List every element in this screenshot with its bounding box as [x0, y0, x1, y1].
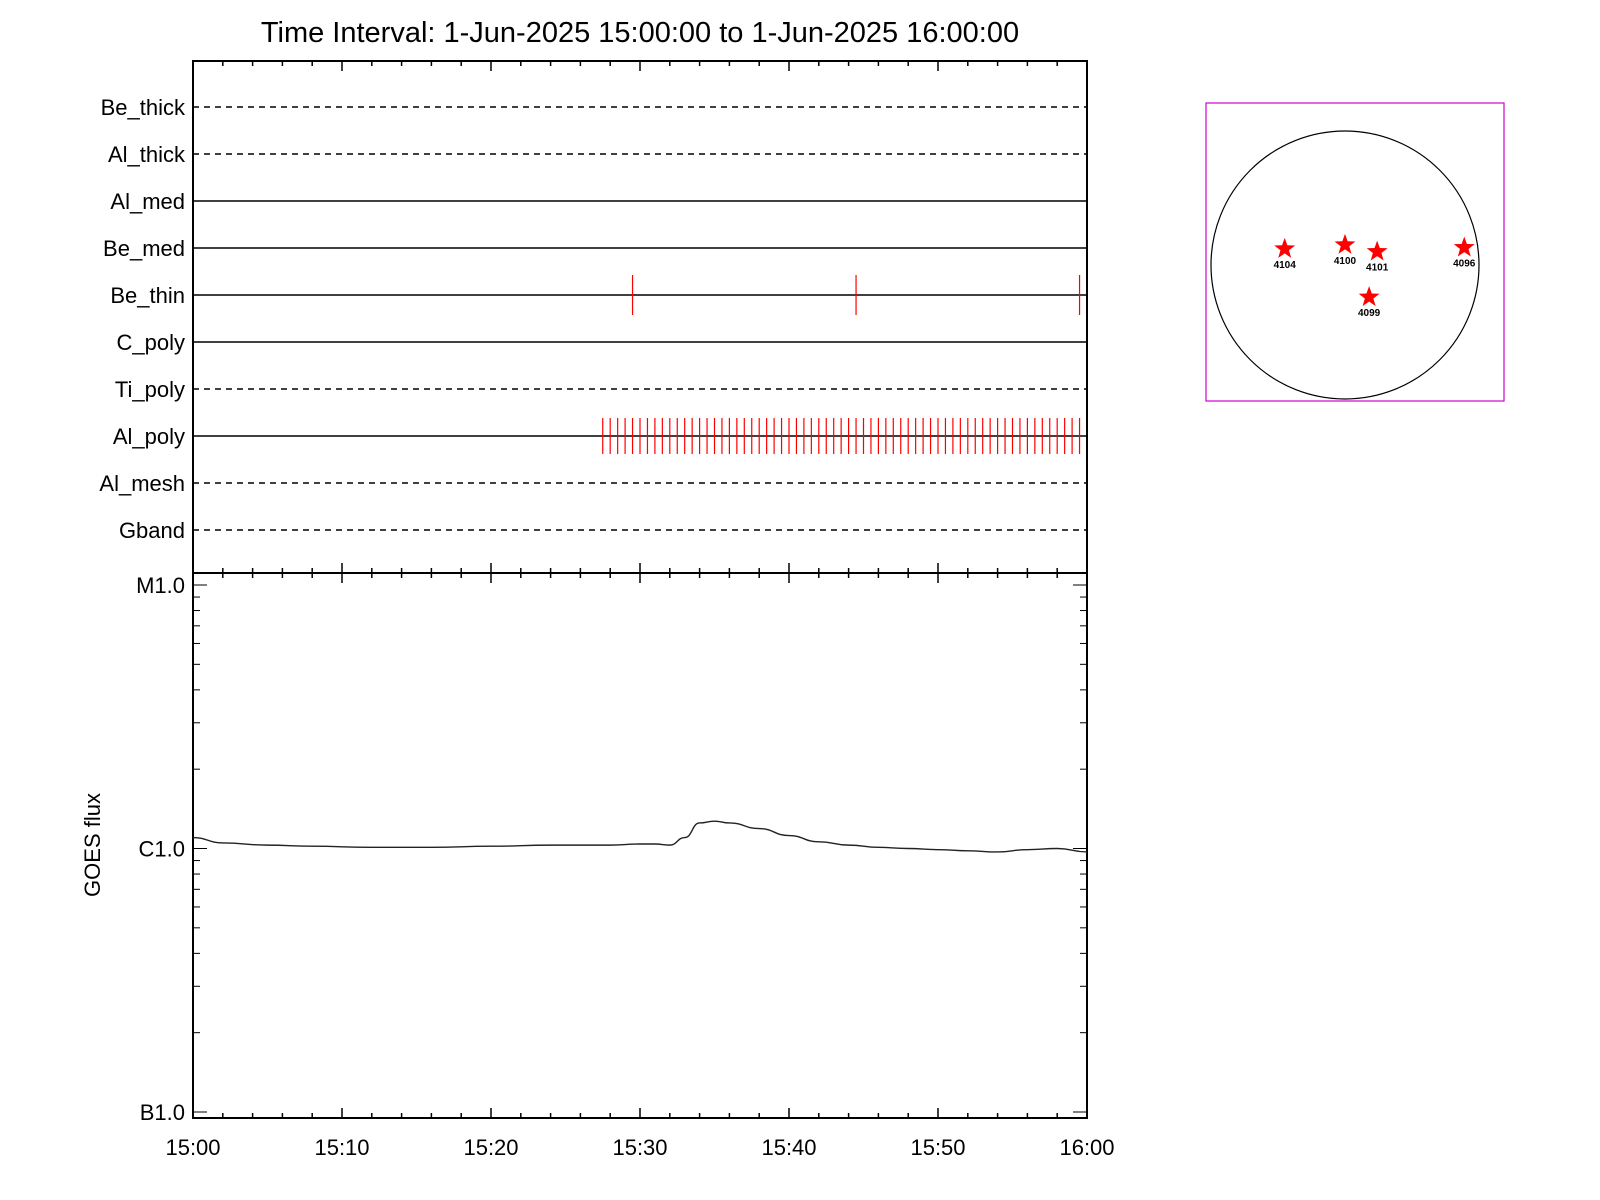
- timeline-row-label: Al_poly: [113, 424, 185, 449]
- goes-flux-series-line: [192, 820, 1088, 853]
- goes-flux-panel: M1.0 C1.0 B1.0 15:00 15:10 15:20 15:30 15:40 15:…: [80, 572, 1115, 1160]
- active-region-star: [1453, 236, 1475, 257]
- flux-frame: [192, 572, 1088, 1119]
- active-region-label: 4096: [1453, 259, 1476, 270]
- flux-x-tick-label: 15:20: [463, 1135, 518, 1160]
- flux-y-tick-label: M1.0: [136, 573, 185, 598]
- timeline-row-label: Be_thin: [110, 283, 185, 308]
- timeline-row-label: Al_med: [110, 189, 185, 214]
- active-region-label: 4101: [1366, 263, 1389, 274]
- timeline-panel: Be_thick Al_thick Al_med Be_med Be_thin C_pol…: [99, 60, 1088, 574]
- active-regions: 4104 4100 4101 4096 4099: [1274, 233, 1476, 319]
- flux-x-tick-label: 15:40: [761, 1135, 816, 1160]
- flux-x-tick-label: 15:50: [910, 1135, 965, 1160]
- plot-title: Time Interval: 1-Jun-2025 15:00:00 to 1-…: [261, 17, 1019, 49]
- active-region-star: [1334, 233, 1356, 254]
- flux-y-tick-label: B1.0: [140, 1100, 185, 1125]
- timeline-row-label: Al_thick: [108, 142, 186, 167]
- active-region-label: 4099: [1358, 308, 1381, 319]
- flux-x-tick-label: 16:00: [1059, 1135, 1114, 1160]
- flux-x-tick-label: 15:30: [612, 1135, 667, 1160]
- timeline-row-label: Ti_poly: [115, 377, 185, 402]
- flux-x-tick-label: 15:10: [314, 1135, 369, 1160]
- solar-disk-frame: [1205, 102, 1505, 402]
- active-region-label: 4104: [1274, 260, 1297, 271]
- flux-ticks: [192, 573, 1088, 1118]
- solar-disk-limb: [1210, 130, 1480, 400]
- active-region-star: [1366, 240, 1388, 261]
- timeline-row-label: Be_thick: [101, 95, 186, 120]
- flux-y-tick-label: C1.0: [139, 837, 185, 862]
- solar-disk-panel: 4104 4100 4101 4096 4099: [1205, 102, 1505, 402]
- timeline-rows: Be_thick Al_thick Al_med Be_med Be_thin C_pol…: [99, 95, 1087, 543]
- flux-labels: M1.0 C1.0 B1.0 15:00 15:10 15:20 15:30 15:40 15:…: [136, 573, 1114, 1160]
- timeline-frame: [192, 60, 1088, 574]
- active-region-label: 4100: [1334, 256, 1357, 267]
- active-region-star: [1274, 237, 1296, 258]
- timeline-row-label: Be_med: [103, 236, 185, 261]
- timeline-ticks: [192, 61, 1088, 573]
- active-region-star: [1358, 286, 1380, 307]
- flux-x-tick-label: 15:00: [165, 1135, 220, 1160]
- flux-y-axis-label: GOES flux: [80, 793, 105, 897]
- timeline-row-label: C_poly: [117, 330, 185, 355]
- timeline-row-label: Al_mesh: [99, 471, 185, 496]
- timeline-row-label: Gband: [119, 518, 185, 543]
